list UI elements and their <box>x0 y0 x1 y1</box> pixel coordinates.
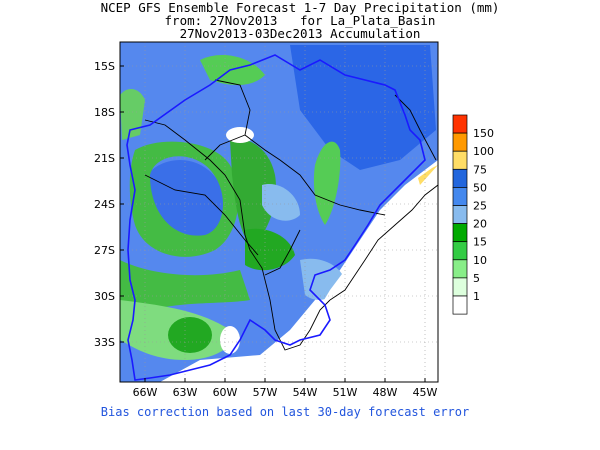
legend-swatch <box>452 114 468 134</box>
legend-label: 150 <box>473 127 494 140</box>
rain-band-green-w <box>129 141 239 257</box>
rain-cell-green-s <box>168 317 212 353</box>
country-border-2 <box>144 174 259 256</box>
legend-label: 50 <box>473 181 487 194</box>
latitude-labels: 15S 18S 21S 24S 27S 30S 33S <box>94 60 124 349</box>
legend-label: 25 <box>473 200 487 213</box>
heavy-rain-coast <box>418 165 438 185</box>
legend-label: 20 <box>473 218 487 231</box>
legend-label: 10 <box>473 254 487 267</box>
lat-label: 24S <box>94 198 115 211</box>
rain-band-green-c <box>230 139 276 245</box>
title-line-2: from: 27Nov2013 for La_Plata_Basin <box>164 13 436 28</box>
country-border-3 <box>214 79 386 216</box>
lat-label: 30S <box>94 290 115 303</box>
grid-lines <box>120 42 438 382</box>
dry-patch-1 <box>226 127 254 143</box>
legend-swatch <box>452 295 468 315</box>
lat-label: 15S <box>94 60 115 73</box>
lon-label: 54W <box>293 386 318 399</box>
lat-label: 21S <box>94 152 115 165</box>
lon-label: 51W <box>333 386 358 399</box>
legend-swatch <box>452 150 468 170</box>
title-line-1: NCEP GFS Ensemble Forecast 1-7 Day Preci… <box>100 0 500 15</box>
rain-area-light-blue-c <box>262 184 300 221</box>
legend-label: 15 <box>473 236 487 249</box>
legend-swatch <box>452 259 468 279</box>
lat-label: 33S <box>94 336 115 349</box>
plot-frame <box>119 41 439 383</box>
bias-note: Bias correction based on last 30-day for… <box>100 405 470 419</box>
lon-label: 48W <box>373 386 398 399</box>
country-border-4 <box>204 134 246 161</box>
lon-label: 63W <box>173 386 198 399</box>
legend-label: 75 <box>473 163 487 176</box>
legend-swatch <box>452 205 468 224</box>
lon-label: 57W <box>253 386 278 399</box>
legend-swatch <box>452 241 468 261</box>
country-border-6 <box>394 94 437 161</box>
legend-swatch <box>452 168 468 188</box>
dry-patch-2 <box>220 326 240 354</box>
country-border-1 <box>144 119 331 351</box>
legend-swatch <box>452 187 468 206</box>
lat-label: 18S <box>94 106 115 119</box>
basin-outline <box>126 54 426 381</box>
legend-label: 5 <box>473 272 480 285</box>
legend-swatch <box>452 223 468 243</box>
lat-label: 27S <box>94 244 115 257</box>
lon-label: 60W <box>213 386 238 399</box>
rain-cell-green-c <box>245 228 295 271</box>
country-border-5 <box>264 229 301 276</box>
legend-swatch <box>452 277 468 297</box>
rain-area-dark-blue-ne <box>290 45 436 170</box>
color-legend: 150 100 75 50 25 20 15 10 5 1 <box>452 114 494 315</box>
lon-label: 45W <box>413 386 438 399</box>
longitude-labels: 66W 63W 60W 57W 54W 51W 48W 45W <box>133 378 438 399</box>
legend-label: 100 <box>473 145 494 158</box>
title-line-3: 27Nov2013-03Dec2013 Accumulation <box>179 26 421 41</box>
legend-swatch <box>452 132 468 152</box>
lon-label: 66W <box>133 386 158 399</box>
precipitation-field <box>120 42 438 382</box>
coastline <box>329 184 438 301</box>
legend-label: 1 <box>473 290 480 303</box>
dry-area-southeast <box>255 175 438 382</box>
